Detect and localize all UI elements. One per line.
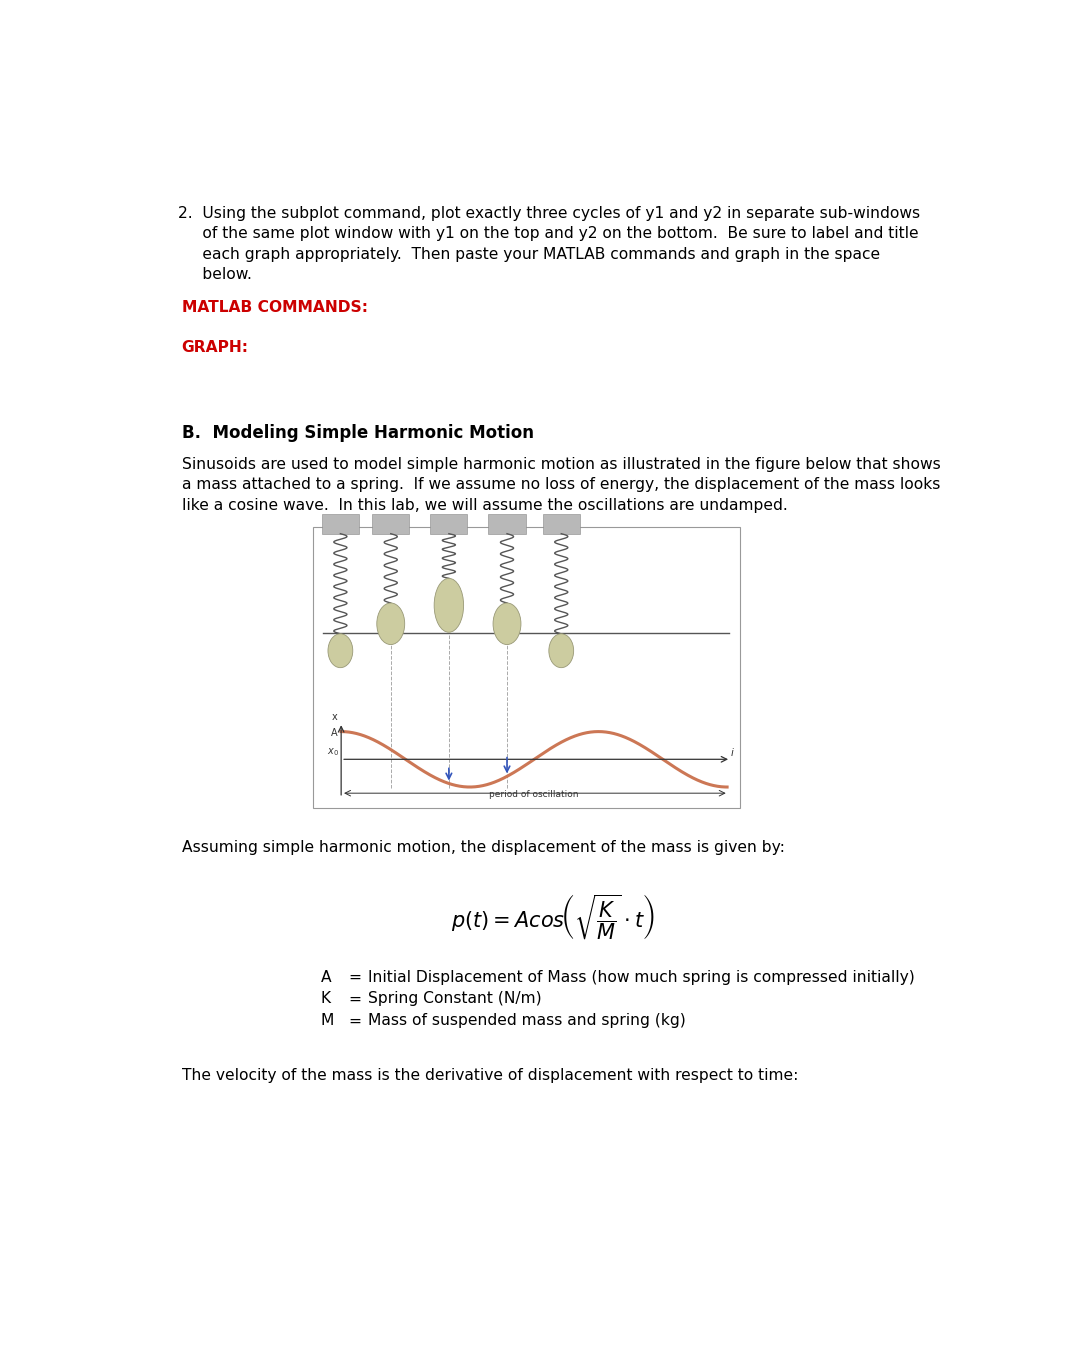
- FancyBboxPatch shape: [373, 514, 409, 534]
- Text: like a cosine wave.  In this lab, we will assume the oscillations are undamped.: like a cosine wave. In this lab, we will…: [181, 498, 787, 512]
- Text: below.: below.: [177, 268, 252, 282]
- FancyBboxPatch shape: [313, 527, 740, 808]
- Text: Assuming simple harmonic motion, the displacement of the mass is given by:: Assuming simple harmonic motion, the dis…: [181, 841, 784, 855]
- FancyBboxPatch shape: [430, 514, 468, 534]
- Text: a mass attached to a spring.  If we assume no loss of energy, the displacement o: a mass attached to a spring. If we assum…: [181, 477, 940, 492]
- Text: =: =: [348, 991, 361, 1006]
- Text: A: A: [330, 728, 337, 738]
- Text: =: =: [348, 1013, 361, 1029]
- Text: i: i: [731, 748, 734, 757]
- Text: $x_0$: $x_0$: [327, 746, 339, 757]
- Text: MATLAB COMMANDS:: MATLAB COMMANDS:: [181, 300, 367, 315]
- FancyBboxPatch shape: [488, 514, 526, 534]
- Text: each graph appropriately.  Then paste your MATLAB commands and graph in the spac: each graph appropriately. Then paste you…: [177, 247, 880, 262]
- Text: Sinusoids are used to model simple harmonic motion as illustrated in the figure : Sinusoids are used to model simple harmo…: [181, 457, 941, 472]
- Text: The velocity of the mass is the derivative of displacement with respect to time:: The velocity of the mass is the derivati…: [181, 1068, 798, 1083]
- Ellipse shape: [328, 633, 353, 667]
- FancyBboxPatch shape: [542, 514, 580, 534]
- Text: of the same plot window with y1 on the top and y2 on the bottom.  Be sure to lab: of the same plot window with y1 on the t…: [177, 226, 918, 242]
- Text: $p(t) = Acos\!\left(\sqrt{\dfrac{K}{M}} \cdot t\right)$: $p(t) = Acos\!\left(\sqrt{\dfrac{K}{M}} …: [451, 893, 656, 941]
- Ellipse shape: [549, 633, 573, 667]
- Text: Initial Displacement of Mass (how much spring is compressed initially): Initial Displacement of Mass (how much s…: [367, 970, 915, 985]
- Text: B.  Modeling Simple Harmonic Motion: B. Modeling Simple Harmonic Motion: [181, 425, 534, 443]
- Text: =: =: [348, 970, 361, 985]
- FancyBboxPatch shape: [322, 514, 359, 534]
- Text: Spring Constant (N/m): Spring Constant (N/m): [367, 991, 541, 1006]
- Ellipse shape: [494, 603, 521, 644]
- Text: K: K: [321, 991, 332, 1006]
- Text: A: A: [321, 970, 332, 985]
- Text: Mass of suspended mass and spring (kg): Mass of suspended mass and spring (kg): [367, 1013, 685, 1029]
- Ellipse shape: [434, 578, 463, 632]
- Text: 2.  Using the subplot command, plot exactly three cycles of y1 and y2 in separat: 2. Using the subplot command, plot exact…: [177, 206, 920, 221]
- Text: x: x: [332, 712, 337, 721]
- Text: period of oscillation: period of oscillation: [489, 791, 579, 799]
- Text: M: M: [321, 1013, 335, 1029]
- Ellipse shape: [377, 603, 405, 644]
- Text: GRAPH:: GRAPH:: [181, 340, 248, 355]
